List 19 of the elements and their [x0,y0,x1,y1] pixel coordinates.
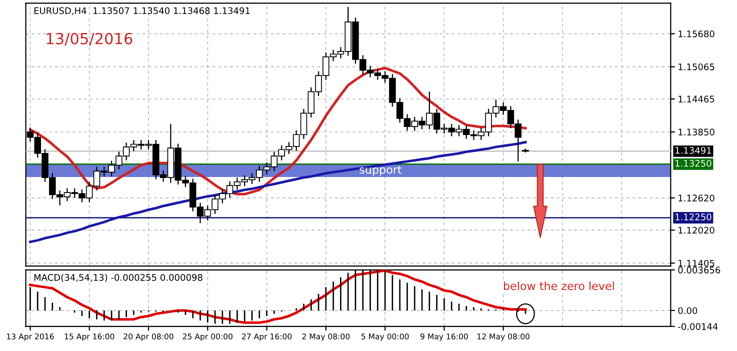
line-series [28,140,527,244]
ref-line-label: 1.13250 [676,160,712,167]
chart-title: EURUSD,H4 1.13507 1.13540 1.13468 1.13491 [34,7,250,16]
y-tick-label: -0.00144 [678,323,718,330]
y-tick-label: 1.13850 [678,128,714,136]
y-tick-label: 0.003656 [678,266,720,274]
y-tick-label: 1.12020 [678,226,714,234]
y-tick-label: 1.15065 [678,63,714,70]
annotation: 13/05/2016 [46,32,132,46]
y-tick-label: 1.15680 [678,30,714,38]
y-tick-label: 1.11405 [678,260,714,267]
ref-line-label: 1.12250 [676,214,712,220]
band-label: support [360,166,402,176]
annotation: below the zero level [504,281,614,290]
chart-title: MACD(34,54,13) -0.000255 0.000098 [34,274,202,282]
y-tick-label: 1.12620 [678,194,714,202]
y-tick-label: 0.00 [678,307,698,314]
ref-line-label: 1.13491 [676,146,712,154]
y-tick-label: 1.14465 [678,96,714,102]
